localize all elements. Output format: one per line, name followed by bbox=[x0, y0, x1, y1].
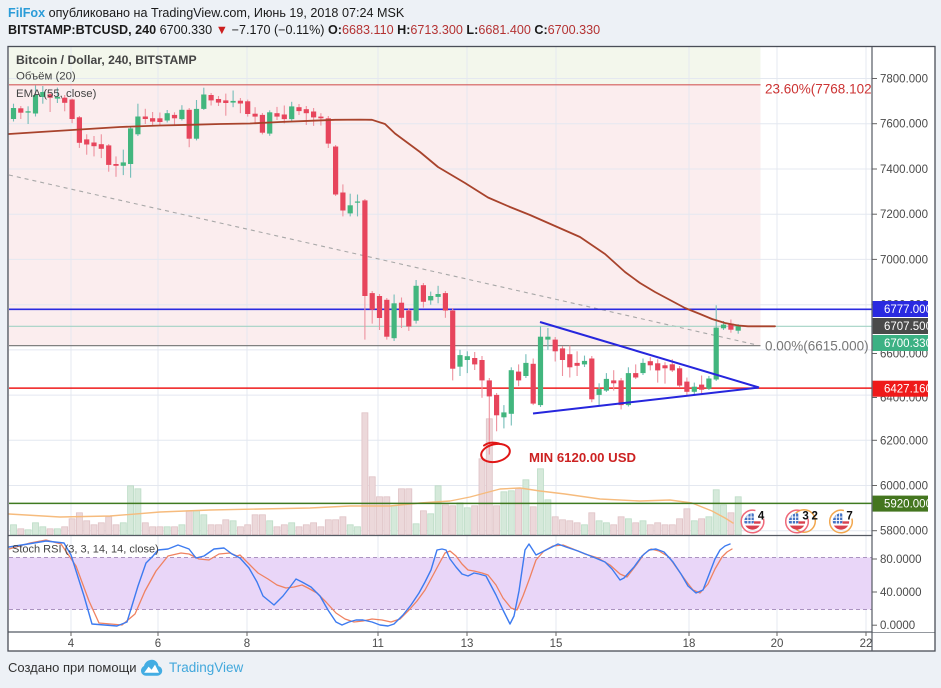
svg-text:5800.000: 5800.000 bbox=[880, 526, 928, 538]
svg-text:6: 6 bbox=[155, 638, 161, 650]
svg-text:0.00%(6615.000): 0.00%(6615.000) bbox=[765, 339, 869, 354]
svg-text:22: 22 bbox=[860, 638, 873, 650]
svg-text:Bitcoin / Dollar, 240, BITSTAM: Bitcoin / Dollar, 240, BITSTAMP bbox=[16, 53, 197, 67]
svg-text:80.0000: 80.0000 bbox=[880, 554, 922, 566]
svg-text:6427.160: 6427.160 bbox=[884, 384, 932, 396]
svg-text:6200.000: 6200.000 bbox=[880, 435, 928, 447]
svg-text:20: 20 bbox=[771, 638, 784, 650]
svg-text:18: 18 bbox=[683, 638, 696, 650]
svg-text:2: 2 bbox=[812, 511, 818, 523]
svg-text:7600.000: 7600.000 bbox=[880, 119, 928, 131]
svg-text:7200.000: 7200.000 bbox=[880, 209, 928, 221]
svg-text:5920.000: 5920.000 bbox=[884, 499, 932, 511]
svg-text:0.0000: 0.0000 bbox=[880, 620, 915, 632]
svg-text:BITSTAMP:BTCUSD, 240 6700.330: BITSTAMP:BTCUSD, 240 6700.330 ▼ −7.170 (… bbox=[8, 23, 600, 37]
svg-text:4: 4 bbox=[758, 511, 765, 523]
svg-text:23.60%(7768.102: 23.60%(7768.102 bbox=[765, 82, 872, 97]
svg-text:Объём (20): Объём (20) bbox=[16, 71, 76, 83]
svg-text:Создано при помощи: Создано при помощи bbox=[8, 660, 137, 675]
svg-text:4: 4 bbox=[68, 638, 75, 650]
svg-text:11: 11 bbox=[372, 638, 384, 650]
svg-text:TradingView: TradingView bbox=[169, 660, 244, 675]
svg-text:6600.000: 6600.000 bbox=[880, 349, 928, 361]
svg-text:7800.000: 7800.000 bbox=[880, 74, 928, 86]
svg-text:7: 7 bbox=[846, 511, 852, 523]
svg-text:8: 8 bbox=[244, 638, 250, 650]
svg-text:15: 15 bbox=[550, 638, 563, 650]
svg-text:7000.000: 7000.000 bbox=[880, 254, 928, 266]
svg-text:Stoch RSI (3, 3, 14, 14, close: Stoch RSI (3, 3, 14, 14, close) bbox=[12, 544, 159, 556]
svg-text:6777.000: 6777.000 bbox=[884, 304, 932, 316]
svg-text:MIN 6120.00 USD: MIN 6120.00 USD bbox=[529, 450, 636, 465]
svg-text:FilFox опубликовано на Trading: FilFox опубликовано на TradingView.com, … bbox=[8, 6, 405, 20]
svg-text:3: 3 bbox=[802, 511, 808, 523]
svg-text:7400.000: 7400.000 bbox=[880, 164, 928, 176]
svg-text:13: 13 bbox=[461, 638, 474, 650]
svg-text:6707.500: 6707.500 bbox=[884, 321, 932, 333]
svg-text:6000.000: 6000.000 bbox=[880, 481, 928, 493]
svg-text:EMA (55, close): EMA (55, close) bbox=[16, 88, 97, 100]
svg-text:40.0000: 40.0000 bbox=[880, 587, 922, 599]
svg-text:6700.330: 6700.330 bbox=[884, 338, 932, 350]
